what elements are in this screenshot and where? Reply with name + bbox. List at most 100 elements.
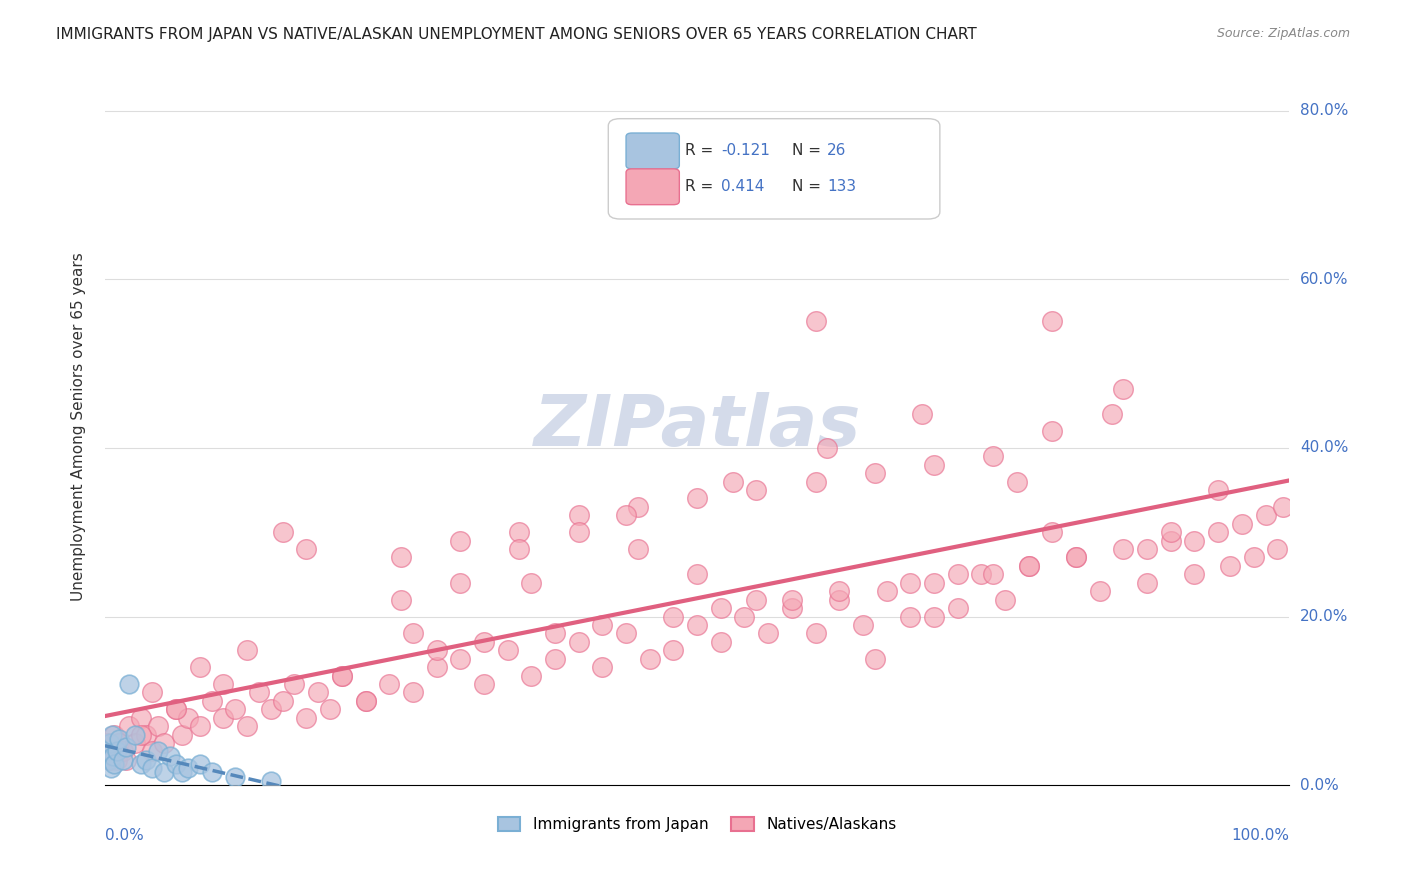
Point	[1206, 483, 1229, 497]
Point	[177, 761, 200, 775]
Text: N =: N =	[792, 144, 825, 159]
Point	[686, 567, 709, 582]
Point	[1040, 424, 1063, 438]
Point	[212, 711, 235, 725]
Point	[1112, 382, 1135, 396]
Point	[472, 634, 495, 648]
Point	[520, 668, 543, 682]
Point	[101, 744, 124, 758]
Point	[402, 626, 425, 640]
Point	[804, 475, 827, 489]
Point	[828, 592, 851, 607]
Point	[105, 744, 128, 758]
Point	[1136, 542, 1159, 557]
Point	[141, 744, 163, 758]
Point	[98, 753, 121, 767]
Point	[911, 407, 934, 421]
Point	[153, 736, 176, 750]
Point	[591, 618, 613, 632]
Point	[520, 575, 543, 590]
Point	[115, 753, 138, 767]
Text: 100.0%: 100.0%	[1232, 828, 1289, 843]
Point	[804, 626, 827, 640]
Point	[177, 711, 200, 725]
Point	[118, 677, 141, 691]
Point	[354, 694, 377, 708]
Text: 20.0%: 20.0%	[1301, 609, 1348, 624]
Point	[236, 643, 259, 657]
Point	[745, 483, 768, 497]
Point	[1243, 550, 1265, 565]
Point	[780, 601, 803, 615]
Point	[260, 702, 283, 716]
Point	[165, 702, 187, 716]
Y-axis label: Unemployment Among Seniors over 65 years: Unemployment Among Seniors over 65 years	[72, 252, 86, 601]
Point	[1219, 558, 1241, 573]
Point	[129, 757, 152, 772]
Point	[614, 508, 637, 523]
Point	[111, 753, 134, 767]
Point	[591, 660, 613, 674]
Point	[165, 757, 187, 772]
Point	[236, 719, 259, 733]
Point	[876, 584, 898, 599]
Point	[922, 458, 945, 472]
Point	[1254, 508, 1277, 523]
Point	[1040, 525, 1063, 540]
Point	[108, 731, 131, 746]
Point	[389, 550, 412, 565]
Point	[733, 609, 755, 624]
Point	[922, 609, 945, 624]
Point	[129, 711, 152, 725]
Point	[170, 727, 193, 741]
Point	[614, 626, 637, 640]
Point	[1184, 533, 1206, 548]
Point	[295, 711, 318, 725]
Point	[141, 761, 163, 775]
Point	[627, 542, 650, 557]
Point	[129, 727, 152, 741]
Point	[389, 592, 412, 607]
Point	[449, 651, 471, 665]
Text: 0.0%: 0.0%	[1301, 778, 1339, 793]
Point	[1018, 558, 1040, 573]
Text: 26: 26	[827, 144, 846, 159]
Point	[97, 753, 120, 767]
FancyBboxPatch shape	[609, 119, 939, 219]
Text: R =: R =	[685, 179, 718, 194]
Point	[402, 685, 425, 699]
Point	[1160, 533, 1182, 548]
Point	[115, 740, 138, 755]
Point	[148, 719, 170, 733]
Point	[721, 475, 744, 489]
Text: 80.0%: 80.0%	[1301, 103, 1348, 118]
Point	[212, 677, 235, 691]
Point	[354, 694, 377, 708]
Legend: Immigrants from Japan, Natives/Alaskans: Immigrants from Japan, Natives/Alaskans	[492, 811, 903, 838]
Point	[1064, 550, 1087, 565]
Point	[103, 757, 125, 772]
Point	[1005, 475, 1028, 489]
Point	[544, 651, 567, 665]
Point	[568, 634, 591, 648]
Text: N =: N =	[792, 179, 825, 194]
Point	[1136, 575, 1159, 590]
Point	[1112, 542, 1135, 557]
Text: ZIPatlas: ZIPatlas	[533, 392, 860, 461]
Point	[638, 651, 661, 665]
Point	[247, 685, 270, 699]
Point	[378, 677, 401, 691]
Point	[124, 736, 146, 750]
Point	[627, 500, 650, 514]
Point	[103, 748, 125, 763]
Point	[271, 694, 294, 708]
Point	[96, 744, 118, 758]
Point	[271, 525, 294, 540]
Point	[815, 441, 838, 455]
Point	[165, 702, 187, 716]
Point	[105, 753, 128, 767]
Point	[101, 727, 124, 741]
Point	[1267, 542, 1289, 557]
Point	[922, 575, 945, 590]
Point	[472, 677, 495, 691]
